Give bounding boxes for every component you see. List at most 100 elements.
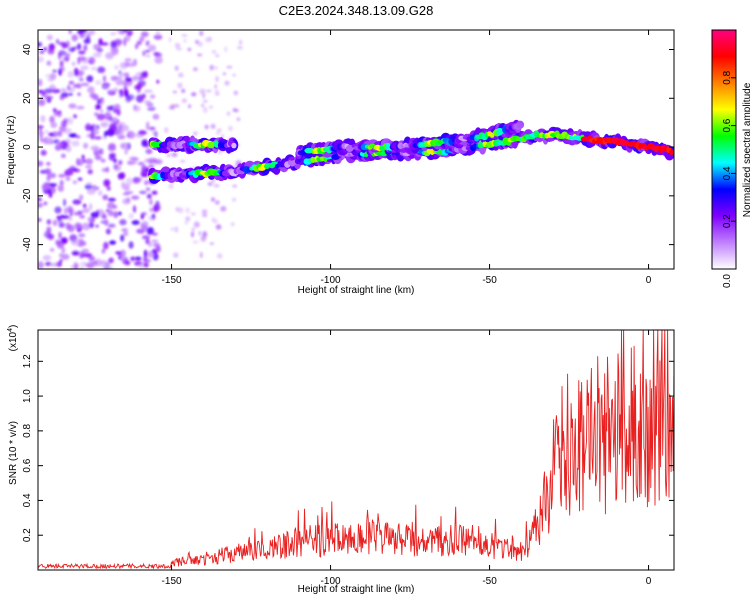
noise-blob [130,256,136,262]
noise-blob [151,239,159,243]
noise-blob [104,131,108,137]
noise-blob [46,97,52,103]
noise-blob [39,50,45,55]
noise-blob [78,241,87,246]
scatter-blob [233,109,240,113]
noise-blob [81,154,85,160]
noise-blob [60,88,67,92]
scatter-blob [181,34,188,37]
noise-blob [145,54,151,58]
noise-blob [38,131,44,137]
noise-blob [123,231,129,237]
scatter-blob [201,103,205,108]
noise-blob [87,30,96,36]
noise-blob [86,188,96,195]
noise-blob [81,222,91,231]
noise-blob [73,262,79,269]
noise-blob [110,40,117,49]
noise-blob [80,266,84,269]
noise-blob [128,241,134,249]
noise-blob [139,36,145,42]
noise-blob [134,43,139,50]
scatter-blob [191,227,195,231]
noise-blob [60,215,70,219]
noise-blob [102,82,111,87]
noise-blob [52,108,57,113]
snr-multiplier-base: (x10 [8,331,19,351]
scatter-blob [181,88,186,93]
noise-blob [103,241,109,250]
noise-blob [49,248,55,252]
noise-blob [78,251,85,259]
scatter-blob [192,240,199,244]
noise-blob [40,149,47,156]
noise-blob [128,62,135,67]
noise-blob [45,261,52,266]
noise-blob [106,105,112,111]
noise-blob [38,78,43,87]
noise-blob [99,208,104,216]
figure-title: C2E3.2024.348.13.09.G28 [279,3,434,18]
noise-blob [124,149,128,155]
noise-blob [88,256,96,261]
noise-blob [80,65,89,71]
noise-blob [141,224,148,232]
noise-blob [121,181,125,188]
noise-blob [76,105,85,110]
spectrogram-noise-field [38,30,163,269]
ridge-1 [148,126,674,184]
noise-blob [156,79,160,84]
noise-blob [46,34,54,41]
scatter-blob [236,117,241,121]
noise-blob [113,163,119,170]
noise-blob [139,265,144,269]
noise-blob [46,162,51,166]
noise-blob [75,135,81,139]
noise-blob [121,228,129,232]
noise-blob [73,67,79,76]
noise-blob [131,157,139,161]
noise-blob [69,164,76,169]
noise-blob [90,145,100,151]
noise-blob [131,76,137,81]
spectrogram-ytick-label: -20 [22,188,33,203]
noise-blob [60,237,68,245]
noise-blob [141,139,149,147]
noise-blob [126,94,135,101]
noise-blob [77,57,81,65]
noise-blob [119,62,128,69]
scatter-blob [226,65,233,69]
snr-multiplier: (x104) [7,325,19,352]
scatter-blob [206,89,212,93]
snr-ytick-label: 1.2 [22,354,33,368]
noise-blob [47,233,55,240]
noise-blob [154,56,163,64]
noise-blob [63,198,67,207]
noise-blob [95,104,98,110]
noise-blob [61,44,68,49]
scatter-blob [217,253,223,259]
scatter-blob [197,53,203,57]
scatter-blob [214,84,217,89]
scatter-blob [232,197,237,202]
noise-blob [145,148,153,155]
noise-blob [68,103,77,109]
noise-blob [46,175,51,182]
noise-blob [149,126,156,131]
noise-blob [87,169,93,175]
snr-xtick-label: -150 [162,576,182,587]
scatter-blob [228,125,233,131]
scatter-blob [207,182,213,186]
noise-blob [131,195,140,200]
spectrogram-xlabel: Height of straight line (km) [298,285,415,296]
noise-blob [38,42,42,47]
noise-blob [67,205,73,213]
noise-blob [137,161,145,166]
noise-blob [145,187,151,191]
noise-blob [82,207,90,214]
scatter-blob [172,90,178,94]
noise-blob [67,71,74,78]
noise-blob [77,92,81,96]
noise-blob [50,123,57,127]
noise-blob [125,177,133,186]
